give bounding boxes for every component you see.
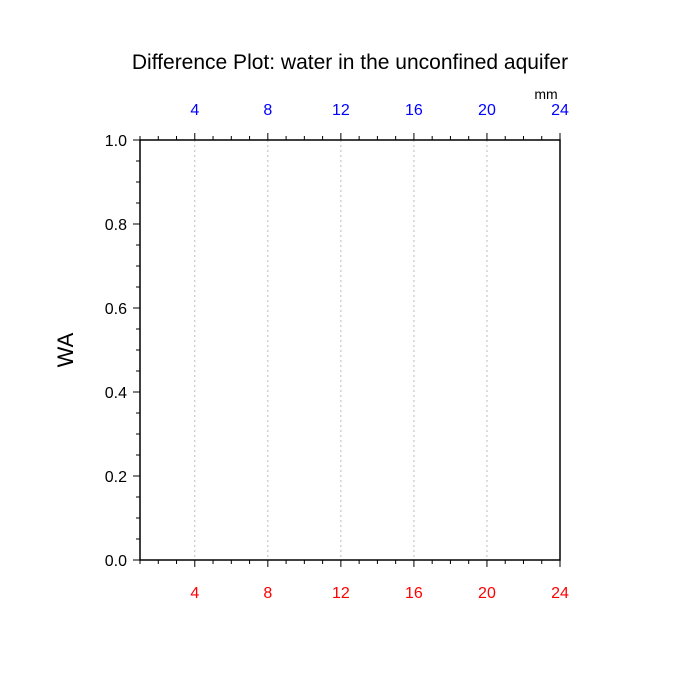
- y-tick-label: 0.6: [105, 301, 127, 318]
- y-axis-label: WA: [53, 332, 78, 367]
- plot-frame: [139, 139, 561, 561]
- chart-title: Difference Plot: water in the unconfined…: [132, 51, 568, 74]
- top-axis-unit: mm: [534, 86, 557, 102]
- x-tick-label-top: 8: [263, 102, 272, 119]
- y-tick-label: 0.2: [105, 469, 127, 486]
- x-tick-label-bottom: 8: [263, 585, 272, 602]
- x-tick-label-bottom: 4: [190, 585, 199, 602]
- x-tick-label-top: 4: [190, 102, 199, 119]
- x-tick-label-bottom: 24: [551, 585, 569, 602]
- x-tick-label-top: 16: [405, 102, 423, 119]
- tick-marks: [133, 133, 561, 567]
- y-tick-label: 1.0: [105, 133, 127, 150]
- x-tick-label-bottom: 20: [478, 585, 496, 602]
- x-tick-label-top: 24: [551, 102, 569, 119]
- x-tick-label-bottom: 12: [332, 585, 350, 602]
- y-tick-label: 0.8: [105, 217, 127, 234]
- y-tick-label: 0.0: [105, 553, 127, 570]
- tick-labels: 4 8 12 16 20 24 4 8 12 16 20 24 0.0 0.2 0.4 0.6 0.8 1.0: [105, 102, 569, 602]
- y-tick-label: 0.4: [105, 385, 127, 402]
- x-tick-label-top: 12: [332, 102, 350, 119]
- x-tick-label-bottom: 16: [405, 585, 423, 602]
- x-tick-label-top: 20: [478, 102, 496, 119]
- gridlines: [194, 140, 488, 560]
